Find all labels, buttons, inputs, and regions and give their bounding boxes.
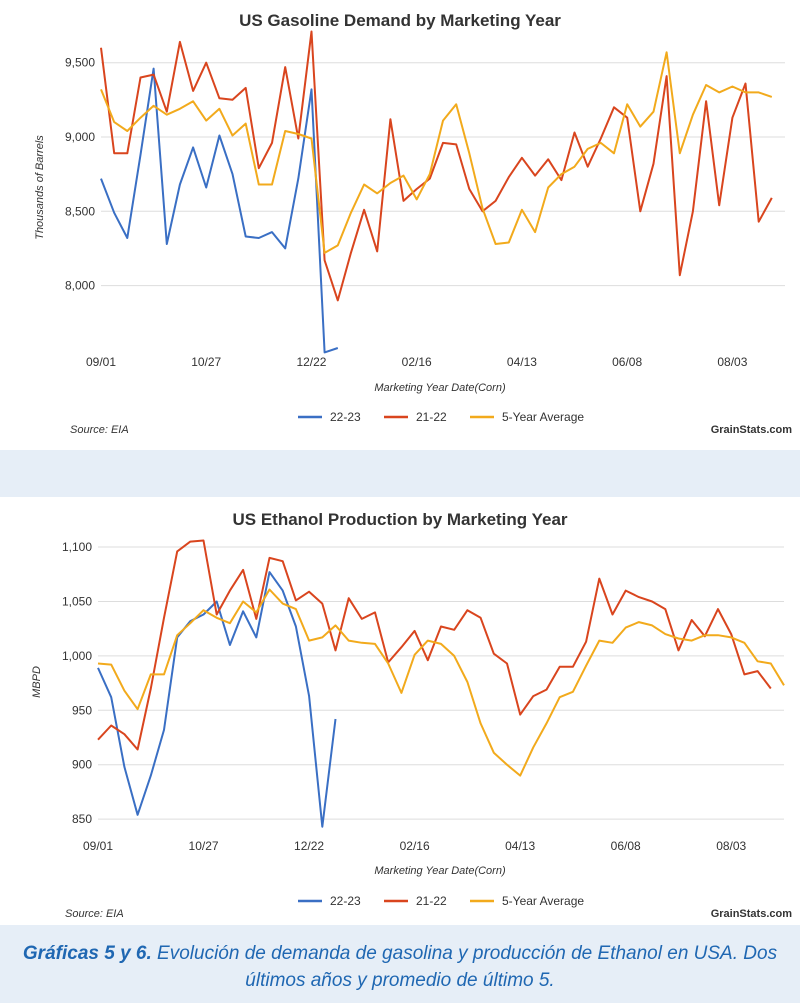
x-tick-label: 12/22 xyxy=(294,839,324,853)
series-line-s2223 xyxy=(97,571,337,828)
y-tick-label: 8,000 xyxy=(65,279,95,293)
series-line-s5yr xyxy=(97,588,785,777)
x-tick-label: 08/03 xyxy=(717,355,747,369)
x-tick-label: 12/22 xyxy=(296,355,326,369)
chart-title: US Ethanol Production by Marketing Year xyxy=(232,510,567,529)
chart-separator xyxy=(0,450,800,497)
x-tick-label: 08/03 xyxy=(716,839,746,853)
legend-label: 5-Year Average xyxy=(502,410,584,424)
x-tick-label: 06/08 xyxy=(612,355,642,369)
y-tick-label: 9,500 xyxy=(65,56,95,70)
x-axis-label: Marketing Year Date(Corn) xyxy=(374,382,506,394)
y-tick-label: 1,100 xyxy=(62,540,92,554)
caption-box xyxy=(0,925,800,1003)
y-tick-label: 950 xyxy=(72,703,92,717)
figure-caption: Gráficas 5 y 6. Evolución de demanda de … xyxy=(0,940,800,994)
x-tick-label: 10/27 xyxy=(191,355,221,369)
x-tick-label: 09/01 xyxy=(86,355,116,369)
y-tick-label: 1,050 xyxy=(62,594,92,608)
ethanol-production-chart: US Ethanol Production by Marketing Year 8… xyxy=(31,510,793,920)
y-tick-label: 8,500 xyxy=(65,204,95,218)
x-tick-label: 04/13 xyxy=(507,355,537,369)
y-tick-label: 9,000 xyxy=(65,130,95,144)
legend-label: 21-22 xyxy=(416,410,447,424)
brand-label: GrainStats.com xyxy=(711,424,793,436)
series-line-s2223 xyxy=(100,67,339,354)
x-tick-label: 02/16 xyxy=(402,355,432,369)
legend-label: 22-23 xyxy=(330,410,361,424)
y-axis-label: MBPD xyxy=(31,666,43,698)
legend-label: 21-22 xyxy=(416,894,447,908)
gasoline-demand-chart: US Gasoline Demand by Marketing Year 8,00… xyxy=(34,11,793,436)
ethanol-chart-panel: US Ethanol Production by Marketing Year 8… xyxy=(0,497,800,925)
y-tick-label: 850 xyxy=(72,812,92,826)
caption-bold: Gráficas 5 y 6. xyxy=(22,943,152,964)
y-axis-label: Thousands of Barrels xyxy=(34,135,46,240)
brand-label: GrainStats.com xyxy=(711,908,793,920)
y-tick-label: 1,000 xyxy=(62,649,92,663)
y-tick-label: 900 xyxy=(72,758,92,772)
chart-title: US Gasoline Demand by Marketing Year xyxy=(239,11,561,30)
source-label: Source: EIA xyxy=(70,424,129,436)
legend-label: 5-Year Average xyxy=(502,894,584,908)
x-axis-label: Marketing Year Date(Corn) xyxy=(374,865,506,877)
series-line-s2122 xyxy=(100,30,773,302)
x-tick-label: 06/08 xyxy=(611,839,641,853)
x-tick-label: 10/27 xyxy=(189,839,219,853)
x-tick-label: 04/13 xyxy=(505,839,535,853)
gasoline-chart-panel: US Gasoline Demand by Marketing Year 8,00… xyxy=(0,0,800,450)
x-tick-label: 02/16 xyxy=(400,839,430,853)
caption-text: Evolución de demanda de gasolina y produ… xyxy=(151,943,778,991)
source-label: Source: EIA xyxy=(65,908,124,920)
legend-label: 22-23 xyxy=(330,894,361,908)
series-line-s5yr xyxy=(100,51,773,254)
x-tick-label: 09/01 xyxy=(83,839,113,853)
series-line-s2122 xyxy=(97,539,772,751)
